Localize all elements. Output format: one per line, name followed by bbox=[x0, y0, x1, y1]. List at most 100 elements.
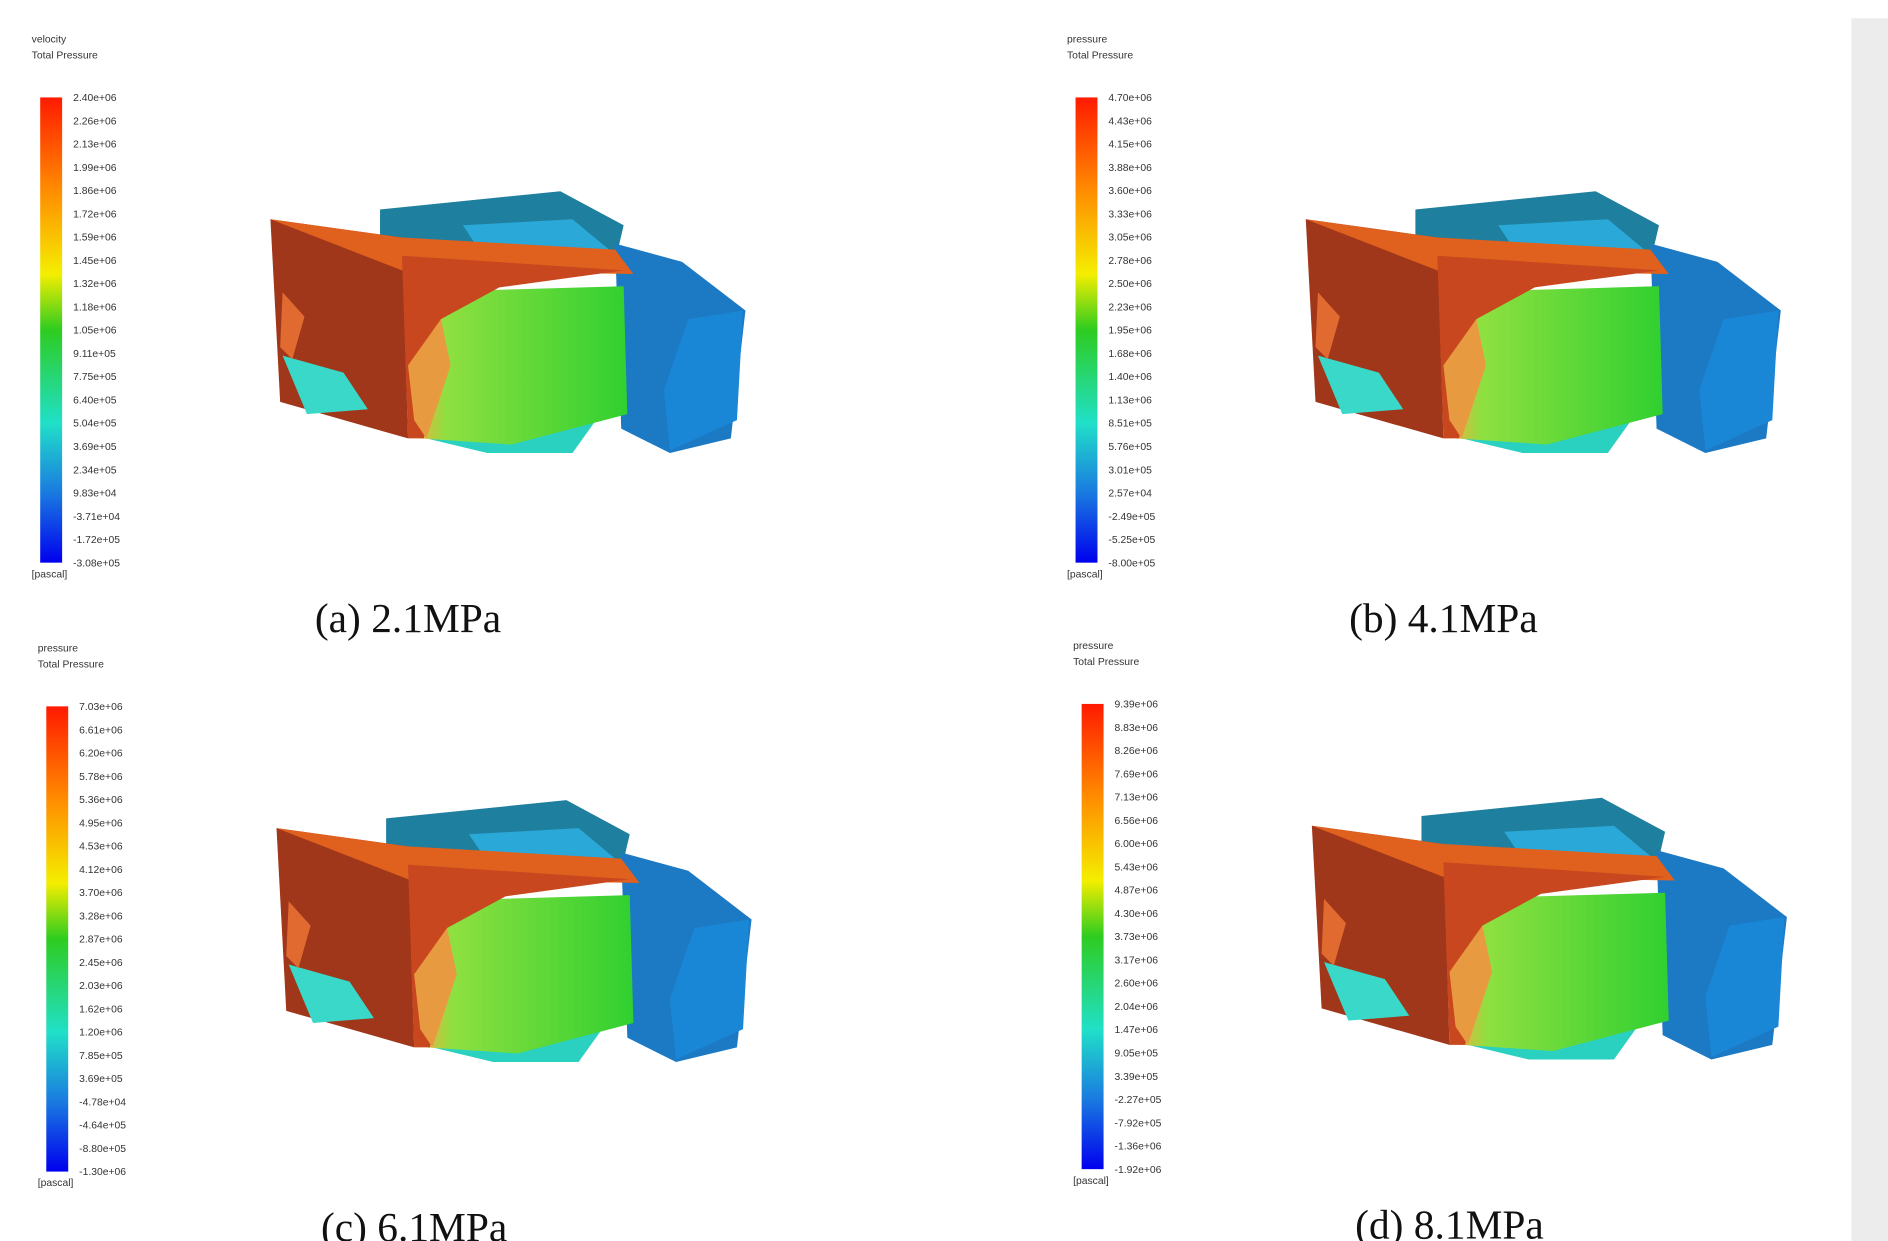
geometry-surface bbox=[1443, 862, 1666, 1045]
unit-label: [pascal] bbox=[32, 569, 68, 580]
geometry-surface bbox=[414, 928, 457, 1048]
colorbar-label: 1.86e+06 bbox=[73, 186, 117, 197]
colorbar-label: 8.83e+06 bbox=[1115, 723, 1159, 734]
colorbar-label: 1.95e+06 bbox=[1108, 326, 1152, 337]
colorbar-label: 4.95e+06 bbox=[79, 818, 123, 829]
edge-strip bbox=[1851, 18, 1888, 1241]
colorbar-label: 6.40e+05 bbox=[73, 395, 117, 406]
colorbar-label: 3.33e+06 bbox=[1108, 209, 1152, 220]
colorbar-label: 2.13e+06 bbox=[73, 140, 117, 151]
colorbar-label: 3.73e+06 bbox=[1115, 932, 1159, 943]
colorbar-label: 1.18e+06 bbox=[73, 302, 117, 313]
colorbar-label: 7.75e+05 bbox=[73, 372, 117, 383]
colorbar-label: 3.88e+06 bbox=[1108, 163, 1152, 174]
geometry-surface bbox=[282, 355, 368, 415]
geometry-surface bbox=[420, 895, 634, 1054]
colorbar-label: 1.99e+06 bbox=[73, 163, 117, 174]
colorbar-label: 2.26e+06 bbox=[73, 116, 117, 127]
colorbar-label: -8.00e+05 bbox=[1108, 558, 1155, 569]
colorbar-label: 9.11e+05 bbox=[73, 349, 116, 360]
colorbar-label: 2.57e+04 bbox=[1108, 489, 1152, 500]
geometry-surface bbox=[1443, 319, 1487, 439]
colorbar-label: -1.36e+06 bbox=[1115, 1142, 1162, 1153]
legend-title: Total Pressure bbox=[32, 50, 98, 61]
geometry-surface bbox=[1699, 310, 1779, 451]
colorbar bbox=[1081, 703, 1104, 1170]
geometry-surface bbox=[663, 310, 744, 451]
geometry-surface bbox=[1437, 255, 1660, 439]
panel: velocity Total Pressure 2.40e+06 2.26e+06 2.… bbox=[32, 35, 746, 642]
panel: pressure Total Pressure 7.03e+06 6.61e+06 6.… bbox=[38, 644, 752, 1241]
colorbar-label: 2.40e+06 bbox=[73, 93, 117, 104]
colorbar-label: 1.59e+06 bbox=[73, 233, 117, 244]
colorbar-label: 1.45e+06 bbox=[73, 256, 117, 267]
colorbar-label: -1.72e+05 bbox=[73, 535, 120, 546]
colorbar-label: 6.00e+06 bbox=[1115, 839, 1159, 850]
colorbar-label: 3.60e+06 bbox=[1108, 186, 1152, 197]
geometry-surface bbox=[270, 219, 634, 275]
geometry-surface bbox=[401, 255, 624, 439]
colorbar-label: 1.32e+06 bbox=[73, 279, 117, 290]
unit-label: [pascal] bbox=[1073, 1176, 1109, 1187]
colorbar-label: 3.39e+05 bbox=[1115, 1072, 1159, 1083]
colorbar-label: 8.51e+05 bbox=[1108, 419, 1152, 430]
colorbar bbox=[40, 97, 63, 563]
colorbar-label: 1.72e+06 bbox=[73, 209, 117, 220]
colorbar-label: 6.61e+06 bbox=[79, 725, 123, 736]
geometry-surface bbox=[1317, 355, 1404, 415]
legend-title: Total Pressure bbox=[1067, 50, 1133, 61]
colorbar-label: -7.92e+05 bbox=[1115, 1118, 1162, 1129]
colorbar-label: 3.70e+06 bbox=[79, 888, 123, 899]
colorbar-label: 1.20e+06 bbox=[79, 1028, 123, 1039]
colorbar-label: 1.68e+06 bbox=[1108, 349, 1152, 360]
legend-title: pressure bbox=[1073, 641, 1113, 652]
legend-title: Total Pressure bbox=[38, 659, 104, 670]
colorbar-label: 1.40e+06 bbox=[1108, 372, 1152, 383]
colorbar-label: 7.13e+06 bbox=[1115, 793, 1159, 804]
colorbar-label: 2.60e+06 bbox=[1115, 979, 1159, 990]
geometry-surface bbox=[1449, 286, 1663, 445]
colorbar-label: 3.69e+05 bbox=[73, 442, 117, 453]
colorbar-label: 3.17e+06 bbox=[1115, 955, 1159, 966]
geometry-surface bbox=[286, 901, 311, 969]
geometry-surface bbox=[1449, 925, 1493, 1045]
colorbar-label: 1.05e+06 bbox=[73, 326, 117, 337]
colorbar-label: 1.13e+06 bbox=[1108, 395, 1152, 406]
geometry-surface bbox=[1324, 962, 1410, 1021]
colorbar-label: 4.43e+06 bbox=[1108, 116, 1152, 127]
colorbar-label: 7.69e+06 bbox=[1115, 769, 1159, 780]
colorbar-label: 1.47e+06 bbox=[1115, 1025, 1159, 1036]
unit-label: [pascal] bbox=[1067, 569, 1103, 580]
caption: (a) 2.1MPa bbox=[315, 595, 501, 642]
colorbar-label: 2.50e+06 bbox=[1108, 279, 1152, 290]
colorbar-label: 4.53e+06 bbox=[79, 842, 123, 853]
geometry-surface bbox=[1321, 898, 1346, 966]
colorbar bbox=[1075, 97, 1098, 563]
colorbar-label: 5.78e+06 bbox=[79, 772, 123, 783]
geometry-surface bbox=[280, 292, 305, 360]
colorbar-label: 2.45e+06 bbox=[79, 958, 123, 969]
panel: pressure Total Pressure 4.70e+06 4.43e+06 4.… bbox=[1067, 35, 1781, 642]
colorbar-label: 4.15e+06 bbox=[1108, 140, 1152, 151]
colorbar-label: 2.78e+06 bbox=[1108, 256, 1152, 267]
colorbar-label: 3.01e+05 bbox=[1108, 465, 1152, 476]
colorbar-label: 7.85e+05 bbox=[79, 1051, 123, 1062]
geometry-surface bbox=[1305, 219, 1669, 275]
colorbar-label: -3.71e+04 bbox=[73, 512, 120, 523]
colorbar-label: 2.34e+05 bbox=[73, 465, 117, 476]
colorbar bbox=[46, 706, 69, 1172]
legend-title: velocity bbox=[32, 35, 67, 46]
colorbar-label: -1.30e+06 bbox=[79, 1167, 126, 1178]
colorbar-label: -1.92e+06 bbox=[1115, 1165, 1162, 1176]
colorbar-label: 3.69e+05 bbox=[79, 1074, 123, 1085]
geometry-surface bbox=[1705, 917, 1785, 1058]
colorbar-label: 1.62e+06 bbox=[79, 1004, 123, 1015]
colorbar-label: 4.70e+06 bbox=[1108, 93, 1152, 104]
geometry-surface bbox=[276, 828, 640, 883]
colorbar-label: 4.12e+06 bbox=[79, 865, 123, 876]
colorbar-label: -2.49e+05 bbox=[1108, 512, 1155, 523]
colorbar-label: -4.64e+05 bbox=[79, 1121, 126, 1132]
geometry-surface bbox=[669, 919, 750, 1060]
